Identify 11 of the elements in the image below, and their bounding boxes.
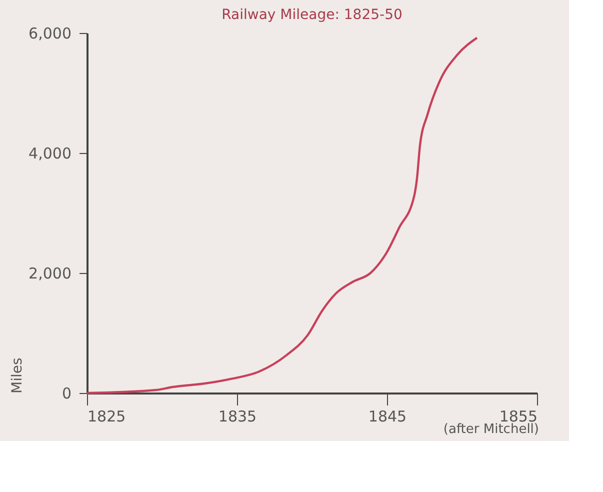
- line-series: [86, 36, 478, 394]
- x-tick-label: 1845: [368, 408, 407, 426]
- x-tick-label: 1835: [218, 408, 257, 426]
- y-axis-title: Miles: [10, 358, 26, 394]
- y-tick-label: 0: [62, 384, 72, 402]
- x-tick-label: 1825: [88, 408, 126, 426]
- y-tick-label: 4,000: [28, 144, 72, 162]
- y-tick-label: 2,000: [28, 264, 72, 282]
- y-tick-label: 6,000: [28, 24, 72, 42]
- chart-title: Railway Mileage: 1825-50: [222, 7, 402, 23]
- text: (after Mitchell): [443, 422, 539, 437]
